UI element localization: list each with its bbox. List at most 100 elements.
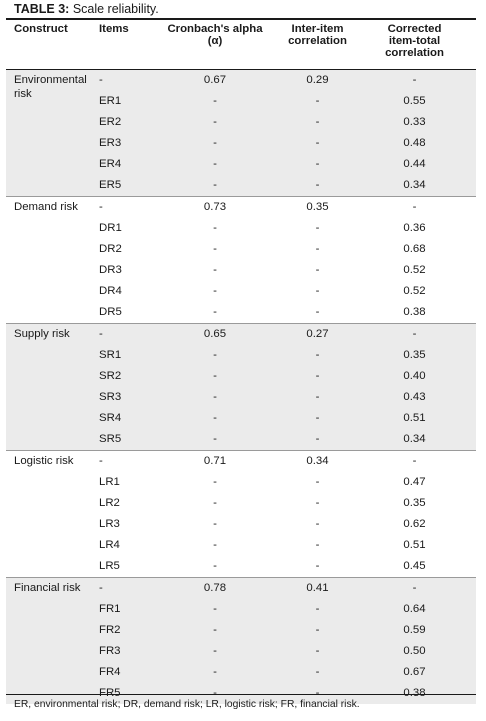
- inter-item-cell: -: [315, 476, 320, 488]
- table-row: LR3 - - 0.62: [6, 514, 476, 535]
- inter-item-cell: -: [282, 429, 353, 451]
- table-row: FR5- -0.38: [6, 683, 476, 704]
- item-cell: SR4: [99, 408, 148, 429]
- table-row: Supply risk -0.65 0.27-: [6, 323, 476, 451]
- table-row: ER5- -0.34: [6, 175, 476, 197]
- inter-item-cell: -: [315, 560, 320, 572]
- table-row: Logistic risk -0.71 0.34-: [6, 450, 476, 578]
- table-row: SR3- -0.43: [6, 387, 476, 408]
- corrected-cell: -: [353, 69, 476, 91]
- item-cell: ER3: [99, 133, 148, 154]
- corrected-cell: 0.48: [353, 133, 476, 154]
- construct-cell: Demand risk: [6, 196, 99, 324]
- header-inter-line: Inter-item: [291, 23, 344, 35]
- inter-item-cell: -: [282, 620, 353, 641]
- inter-item-cell: 0.27: [282, 323, 353, 345]
- item-cell: LR3: [99, 518, 120, 530]
- table-row: Environmental risk -0.67 0.29-: [6, 69, 476, 197]
- header-alpha-line: Cronbach's alpha: [167, 23, 263, 35]
- item-cell: DR4: [99, 285, 122, 297]
- item-cell: ER2: [99, 112, 148, 133]
- table-row: LR1 - - 0.47: [6, 472, 476, 493]
- construct-name-line: risk: [14, 88, 32, 100]
- construct-name-line: Logistic risk: [14, 455, 74, 467]
- corrected-cell: 0.68: [403, 243, 426, 255]
- item-cell: -: [99, 69, 148, 91]
- alpha-cell: -: [213, 539, 217, 551]
- table-caption: Scale reliability.: [72, 2, 159, 16]
- corrected-cell: 0.35: [353, 345, 476, 366]
- construct-name-line: Demand risk: [14, 201, 78, 213]
- table-row: ER3- -0.48: [6, 133, 476, 154]
- inter-item-cell: -: [282, 683, 353, 704]
- item-cell: LR5: [99, 560, 120, 572]
- alpha-cell: 0.71: [148, 450, 282, 472]
- corrected-cell: 0.44: [353, 154, 476, 175]
- item-cell: DR3: [99, 264, 122, 276]
- item-cell: SR1: [99, 345, 148, 366]
- alpha-cell: -: [148, 641, 282, 662]
- item-cell: -: [99, 450, 148, 472]
- alpha-cell: -: [148, 154, 282, 175]
- alpha-cell: -: [213, 285, 217, 297]
- inter-item-cell: -: [282, 366, 353, 387]
- alpha-cell: -: [213, 560, 217, 572]
- alpha-cell: -: [213, 476, 217, 488]
- item-cell: DR5: [99, 306, 122, 318]
- inter-item-cell: -: [315, 306, 320, 318]
- corrected-cell: 0.64: [353, 599, 476, 620]
- construct-name-line: Financial risk: [14, 582, 81, 594]
- table-row: DR3 - - 0.52: [6, 260, 476, 281]
- table-row: LR5 - - 0.45: [6, 556, 476, 578]
- corrected-cell: 0.47: [403, 476, 426, 488]
- corrected-cell: 0.34: [353, 175, 476, 197]
- item-cell: LR1: [99, 476, 120, 488]
- header-construct: Construct: [6, 20, 99, 70]
- corrected-cell: 0.45: [403, 560, 426, 572]
- item-cell: SR3: [99, 387, 148, 408]
- header-corrected-line: correlation: [385, 47, 444, 59]
- construct-group: Demand risk -0.73 0.35- DR1- -0.36 DR2- -0.68 D…: [6, 196, 476, 324]
- construct-name-line: Supply risk: [14, 328, 70, 340]
- construct-name-line: Environmental: [14, 74, 87, 86]
- inter-item-cell: -: [282, 345, 353, 366]
- inter-item-cell: -: [315, 285, 320, 297]
- table-title: TABLE 3: Scale reliability.: [0, 0, 486, 18]
- top-rule: [6, 18, 476, 20]
- corrected-cell: 0.67: [353, 662, 476, 683]
- corrected-cell: -: [353, 450, 476, 472]
- header-corrected-line: Corrected: [387, 23, 442, 35]
- table-row: SR4- -0.51: [6, 408, 476, 429]
- table-row: DR5 - - 0.38: [6, 302, 476, 324]
- alpha-cell: -: [148, 620, 282, 641]
- alpha-cell: -: [213, 222, 217, 234]
- table-row: SR1- -0.35: [6, 345, 476, 366]
- corrected-cell: 0.50: [353, 641, 476, 662]
- header-items: Items: [99, 20, 148, 70]
- table-footnote: ER, environmental risk; DR, demand risk;…: [14, 699, 360, 710]
- alpha-cell: -: [213, 306, 217, 318]
- item-cell: ER4: [99, 154, 148, 175]
- item-cell: FR3: [99, 641, 148, 662]
- table-row: DR4 - - 0.52: [6, 281, 476, 302]
- alpha-cell: -: [148, 387, 282, 408]
- corrected-cell: 0.55: [353, 91, 476, 112]
- inter-item-cell: -: [282, 112, 353, 133]
- corrected-cell: 0.59: [353, 620, 476, 641]
- alpha-cell: -: [148, 175, 282, 197]
- construct-cell: Environmental risk: [6, 69, 99, 197]
- construct-group: Environmental risk -0.67 0.29- ER1- -0.55 ER2-…: [6, 69, 476, 197]
- alpha-cell: 0.67: [148, 69, 282, 91]
- construct-cell: Supply risk: [6, 323, 99, 451]
- header-corrected: Corrected item-total correlation: [353, 20, 476, 70]
- corrected-cell: -: [353, 196, 476, 218]
- alpha-cell: -: [148, 91, 282, 112]
- item-cell: DR1: [99, 222, 122, 234]
- construct-cell: Financial risk: [6, 577, 99, 704]
- alpha-cell: -: [213, 518, 217, 530]
- corrected-cell: 0.62: [403, 518, 426, 530]
- item-cell: ER5: [99, 175, 148, 197]
- table-row: DR2 - - 0.68: [6, 239, 476, 260]
- alpha-cell: -: [148, 599, 282, 620]
